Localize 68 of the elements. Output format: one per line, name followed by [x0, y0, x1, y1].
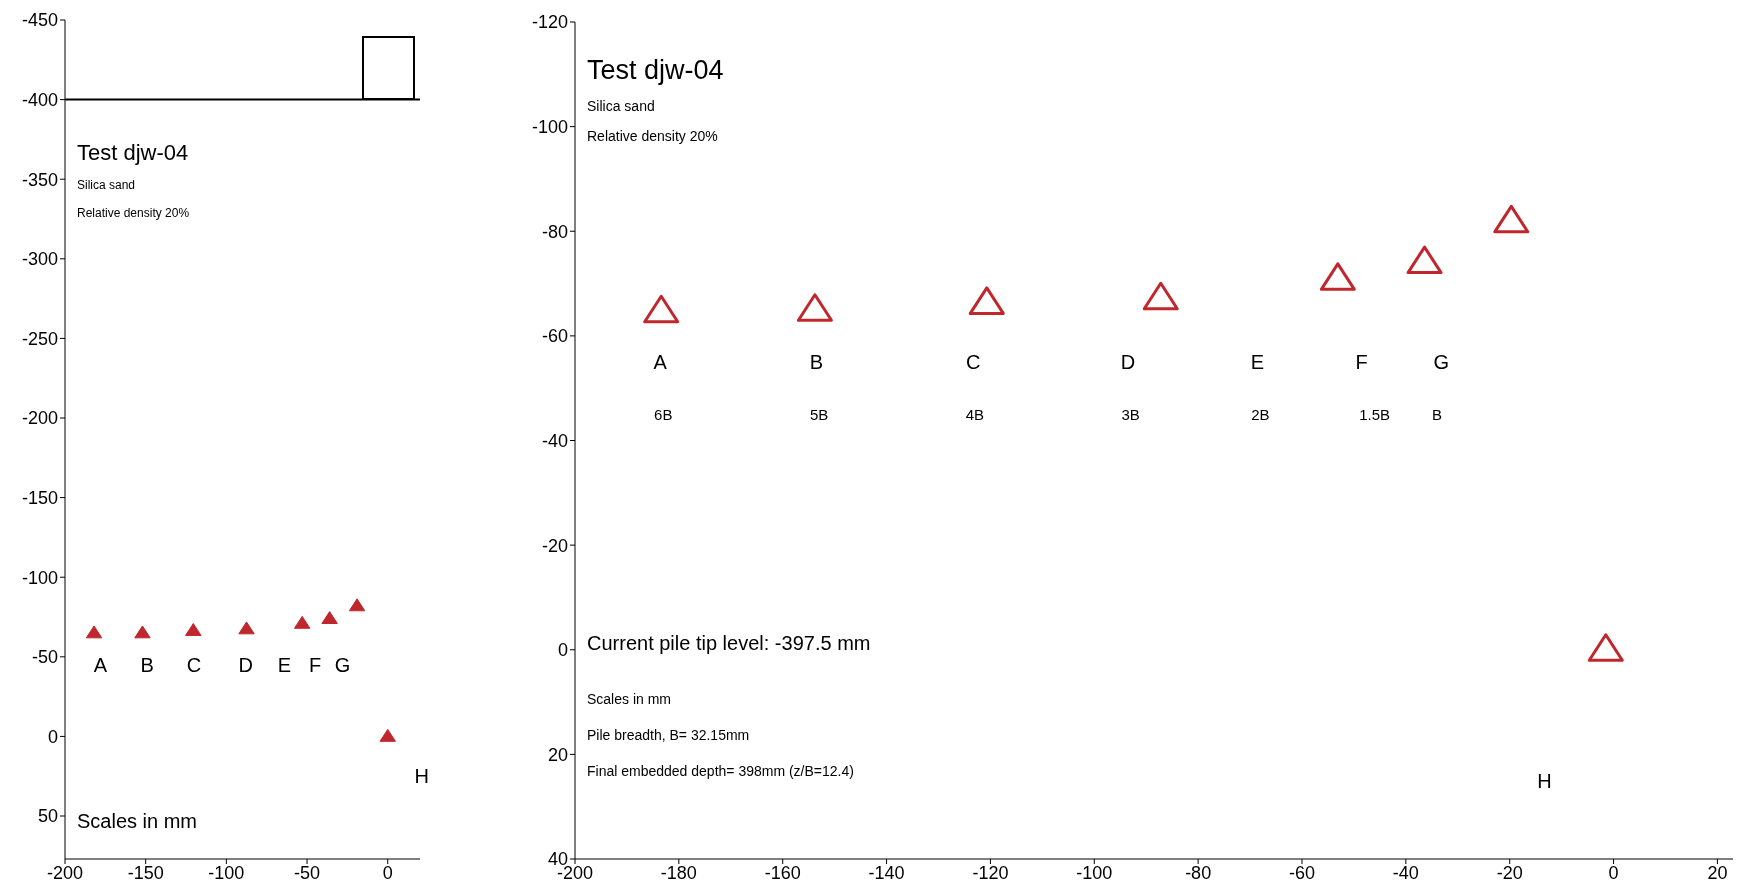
annotation: G	[334, 653, 351, 677]
text: Test djw-04	[587, 55, 724, 86]
y-tick-label: -80	[541, 221, 568, 242]
annotation: Final embedded depth= 398mm (z/B=12.4)	[587, 763, 855, 779]
annotation: Relative density 20%	[77, 206, 190, 220]
annotation: B	[1431, 405, 1443, 423]
y-tick-label: 50	[37, 806, 58, 827]
y-tick-label: -60	[541, 326, 568, 347]
annotation: C	[966, 350, 981, 374]
annotation: G	[1433, 350, 1449, 374]
annotation: 6B	[654, 405, 673, 423]
y-tick-label: -300	[21, 249, 58, 270]
annotation: Relative density 20%	[587, 128, 719, 144]
x-tick-label: -80	[1185, 862, 1212, 883]
annotation: A	[653, 350, 667, 374]
x-tick-label: -100	[208, 862, 245, 883]
y-tick-label: -100	[531, 117, 568, 138]
annotation: B	[809, 350, 824, 374]
annotation: A	[93, 653, 108, 677]
annotation: H	[414, 764, 429, 788]
x-tick-label: -50	[294, 862, 321, 883]
x-tick-label: -60	[1288, 862, 1315, 883]
annotation: Silica sand	[587, 98, 656, 114]
y-tick-label: -400	[21, 89, 58, 110]
y-tick-label: -450	[21, 10, 58, 31]
y-tick-label: -40	[541, 430, 568, 451]
annotation: Scales in mm	[587, 691, 673, 707]
y-tick-label: 20	[547, 744, 568, 765]
x-tick-label: 0	[382, 862, 393, 883]
y-tick-label: -20	[541, 535, 568, 556]
annotation: Pile breadth, B= 32.15mm	[587, 727, 751, 743]
x-tick-label: -140	[868, 862, 905, 883]
annotation: F	[1355, 350, 1368, 374]
y-tick-label: 0	[47, 726, 58, 747]
x-tick-label: -40	[1392, 862, 1419, 883]
x-tick-label: -180	[660, 862, 697, 883]
annotation: C	[186, 653, 202, 677]
annotation: 3B	[1121, 405, 1140, 423]
text: Test djw-04	[77, 140, 190, 166]
x-tick-label: -20	[1496, 862, 1523, 883]
x-tick-label: 20	[1707, 862, 1728, 883]
annotation: 2B	[1251, 405, 1270, 423]
annotation: Silica sand	[77, 178, 137, 192]
y-tick-label: -200	[21, 408, 58, 429]
annotation: 1.5B	[1359, 405, 1391, 423]
annotation: Current pile tip level: -397.5 mm	[587, 632, 871, 655]
x-tick-label: -100	[1076, 862, 1113, 883]
y-tick-label: 0	[557, 640, 568, 661]
annotation: D	[1120, 350, 1136, 374]
annotation: E	[277, 653, 292, 677]
annotation: H	[1537, 769, 1552, 793]
annotation: 4B	[965, 405, 985, 423]
annotation: D	[238, 653, 253, 677]
x-tick-label: -150	[127, 862, 164, 883]
y-tick-label: -50	[31, 647, 58, 668]
y-tick-label: -150	[21, 488, 58, 508]
annotation: B	[140, 653, 154, 677]
y-tick-label: -120	[531, 12, 568, 33]
y-tick-label: -350	[21, 169, 58, 190]
annotation: F	[309, 653, 322, 677]
x-tick-label: -120	[972, 862, 1009, 883]
y-tick-label: -100	[21, 567, 58, 588]
x-tick-label: 0	[1608, 862, 1619, 883]
annotation: 5B	[809, 405, 829, 423]
annotation: E	[1250, 350, 1264, 374]
annotation: Scales in mm	[77, 810, 198, 833]
x-tick-label: -160	[764, 862, 801, 883]
y-tick-label: -250	[21, 328, 58, 349]
